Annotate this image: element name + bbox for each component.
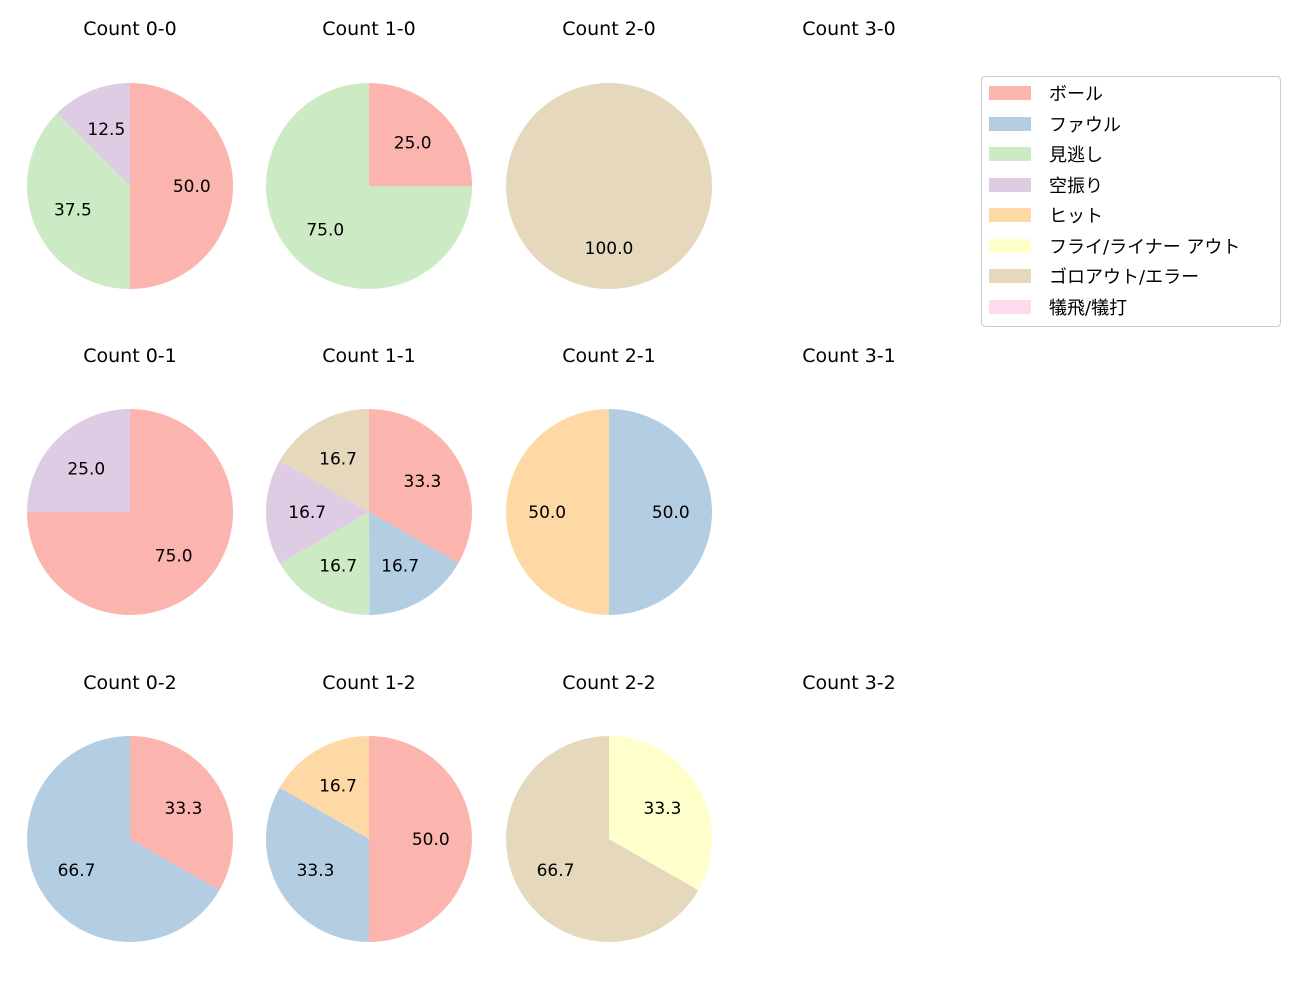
slice-label: 37.5 bbox=[54, 201, 92, 221]
subplot-title: Count 1-0 bbox=[322, 18, 416, 40]
pie-subplot: Count 2-0 100.0 bbox=[506, 18, 712, 289]
legend-swatch bbox=[989, 269, 1031, 283]
pie-subplot: Count 3-1 bbox=[802, 345, 896, 367]
legend-item: ヒット bbox=[989, 205, 1103, 227]
legend-label: ゴロアウト/エラー bbox=[1049, 267, 1200, 288]
legend-item: 犠飛/犠打 bbox=[989, 297, 1128, 319]
pie-slice-1 bbox=[369, 512, 459, 615]
legend-swatch bbox=[989, 208, 1031, 222]
legend-item: 空振り bbox=[989, 175, 1103, 197]
pie-slice-5 bbox=[609, 736, 712, 891]
pie-subplot: Count 3-0 bbox=[802, 18, 896, 40]
legend-item: ゴロアウト/エラー bbox=[989, 266, 1200, 288]
slice-label: 75.0 bbox=[306, 221, 344, 241]
legend-label: ファウル bbox=[1049, 114, 1121, 136]
slice-label: 16.7 bbox=[319, 557, 357, 577]
subplot-title: Count 0-1 bbox=[83, 345, 177, 367]
slice-label: 75.0 bbox=[155, 547, 193, 567]
pie-slice-3 bbox=[27, 409, 130, 512]
pie-slice-3 bbox=[57, 83, 131, 186]
pie-slice-0 bbox=[130, 736, 233, 891]
legend-label: ボール bbox=[1049, 84, 1103, 105]
legend-item: ファウル bbox=[989, 114, 1121, 136]
pie-slice-1 bbox=[609, 409, 712, 615]
slice-label: 33.3 bbox=[404, 472, 442, 492]
pie-subplot: Count 1-0 25.0 75.0 bbox=[266, 18, 472, 289]
slice-label: 50.0 bbox=[652, 503, 690, 523]
slice-label: 50.0 bbox=[528, 503, 566, 523]
slice-label: 50.0 bbox=[412, 830, 450, 850]
subplot-title: Count 3-2 bbox=[802, 672, 896, 694]
subplot-title: Count 2-0 bbox=[562, 18, 656, 40]
subplot-title: Count 0-0 bbox=[83, 18, 177, 40]
pie-slice-0 bbox=[369, 83, 472, 186]
slice-label: 16.7 bbox=[319, 777, 357, 797]
legend-item: ボール bbox=[989, 83, 1103, 105]
pie-slice-3 bbox=[266, 460, 369, 564]
pie-slice-2 bbox=[26, 113, 130, 289]
pie-slice-0 bbox=[130, 83, 233, 289]
pie-slice-2 bbox=[266, 83, 472, 289]
pie-slice-1 bbox=[26, 736, 220, 943]
pie-subplot: Count 2-2 33.3 66.7 bbox=[506, 672, 712, 943]
slice-label: 33.3 bbox=[644, 799, 682, 819]
subplot-title: Count 3-0 bbox=[802, 18, 896, 40]
legend-label: 見逃し bbox=[1049, 145, 1103, 166]
subplot-title: Count 2-2 bbox=[562, 672, 656, 694]
subplot-title: Count 3-1 bbox=[802, 345, 896, 367]
pie-slice-6 bbox=[279, 409, 369, 512]
legend-label: 犠飛/犠打 bbox=[1049, 297, 1128, 319]
pie-slice-6 bbox=[506, 736, 699, 943]
slice-label: 25.0 bbox=[394, 133, 432, 153]
legend-swatch bbox=[989, 147, 1031, 161]
slice-label: 66.7 bbox=[537, 861, 575, 881]
pie-subplot: Count 0-2 33.3 66.7 bbox=[26, 672, 233, 943]
pie-slice-0 bbox=[369, 409, 472, 564]
legend: ボールファウル見逃し空振りヒットフライ/ライナー アウト ゴロアウト/エラー 犠飛/… bbox=[981, 76, 1281, 327]
legend-swatch bbox=[989, 177, 1031, 192]
slice-label: 16.7 bbox=[288, 503, 326, 523]
subplot-title: Count 1-1 bbox=[322, 345, 416, 367]
legend-swatch bbox=[989, 299, 1031, 314]
legend-swatch bbox=[989, 116, 1031, 131]
slice-label: 50.0 bbox=[173, 177, 211, 197]
legend-label: 空振り bbox=[1049, 175, 1103, 197]
subplot-title: Count 0-2 bbox=[83, 672, 177, 694]
pie-subplot: Count 2-1 50.0 50.0 bbox=[506, 345, 712, 615]
pie-slice-2 bbox=[279, 512, 370, 616]
pie-slice-0 bbox=[369, 736, 472, 942]
legend-item: 見逃し bbox=[989, 144, 1103, 166]
pie-subplot: Count 0-0 50.0 37.5 12.5 bbox=[26, 18, 233, 289]
pie-slice-4 bbox=[279, 736, 369, 839]
slice-label: 66.7 bbox=[58, 861, 96, 881]
slice-label: 33.3 bbox=[165, 799, 203, 819]
slice-label: 25.0 bbox=[67, 459, 105, 479]
slice-label: 16.7 bbox=[381, 556, 419, 576]
pie-slice-4 bbox=[506, 409, 609, 615]
subplot-title: Count 1-2 bbox=[322, 672, 416, 694]
pie-subplot: Count 1-1 33.3 16.7 16.7 16.7 16.7 bbox=[266, 345, 472, 616]
slice-label: 16.7 bbox=[319, 449, 357, 469]
legend-item: フライ/ライナー アウト bbox=[989, 236, 1241, 258]
pie-slice-6 bbox=[506, 83, 712, 289]
slice-label: 33.3 bbox=[297, 861, 335, 881]
slice-label: 100.0 bbox=[585, 239, 634, 259]
slice-label: 12.5 bbox=[87, 120, 125, 140]
pie-subplot: Count 0-1 75.0 25.0 bbox=[27, 345, 233, 615]
legend-swatch bbox=[989, 86, 1031, 100]
pie-subplot: Count 1-2 50.0 33.3 16.7 bbox=[266, 672, 472, 942]
legend-swatch bbox=[989, 238, 1031, 253]
legend-label: フライ/ライナー アウト bbox=[1049, 236, 1241, 258]
subplot-title: Count 2-1 bbox=[562, 345, 656, 367]
pie-subplot: Count 3-2 bbox=[802, 672, 896, 694]
pie-slice-1 bbox=[266, 787, 369, 942]
legend-label: ヒット bbox=[1049, 206, 1103, 227]
